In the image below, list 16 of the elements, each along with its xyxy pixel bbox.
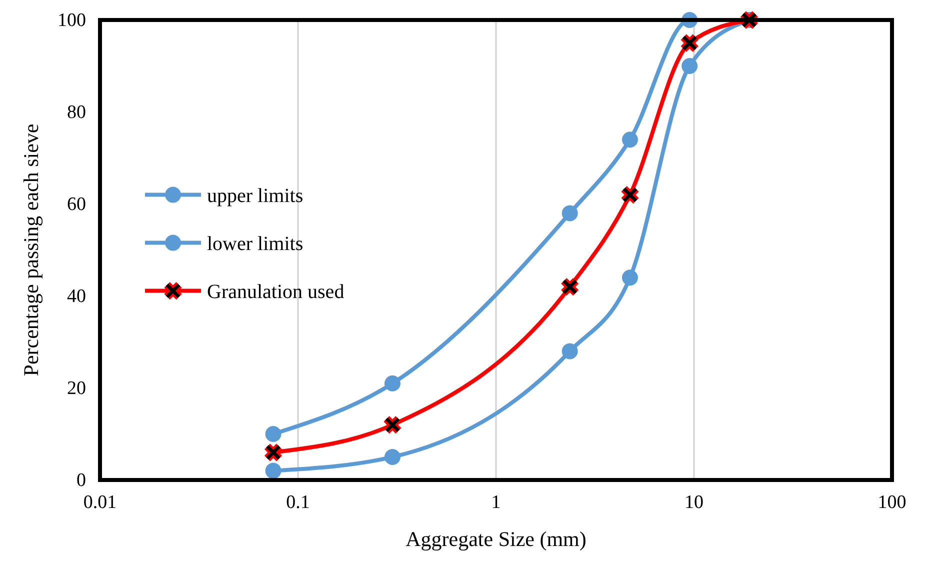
x-tick-label: 1 [491, 492, 501, 513]
x-tick-label: 100 [878, 492, 906, 513]
legend-label: upper limits [207, 184, 304, 207]
y-tick-label: 60 [67, 194, 86, 215]
y-tick-label: 20 [67, 378, 86, 399]
y-tick-label: 80 [67, 102, 86, 123]
y-axis-title: Percentage passing each sieve [19, 124, 43, 376]
x-tick-label: 0.1 [286, 492, 310, 513]
x-axis-title: Aggregate Size (mm) [406, 527, 586, 551]
y-tick-label: 100 [58, 10, 86, 31]
legend-label: Granulation used [207, 280, 344, 303]
y-tick-label: 40 [67, 286, 86, 307]
legend-label: lower limits [207, 232, 304, 255]
x-tick-label: 10 [684, 492, 704, 513]
x-tick-label: 0.01 [83, 492, 117, 513]
y-tick-label: 0 [76, 470, 86, 491]
